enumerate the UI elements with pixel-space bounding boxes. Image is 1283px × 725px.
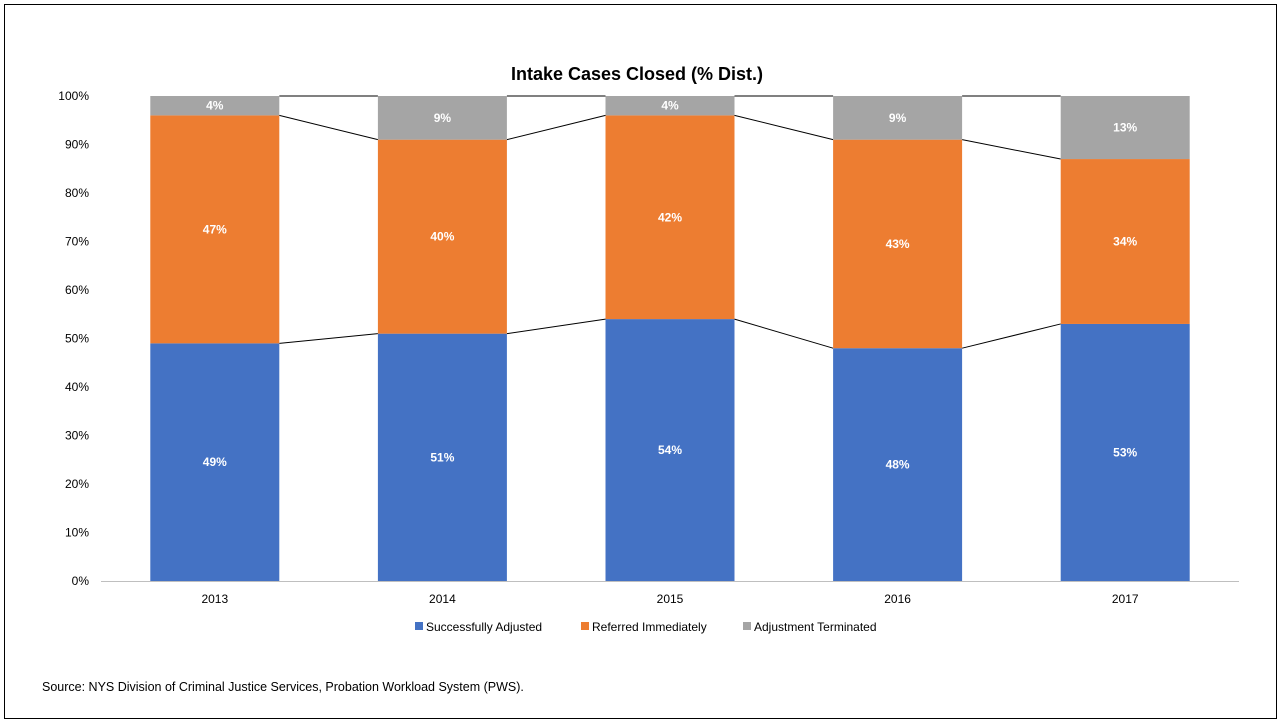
y-tick-label: 40% [65,380,89,394]
legend: Successfully Adjusted Referred Immediatel… [415,620,877,634]
bar-segment [605,319,735,581]
data-label: 51% [430,450,454,464]
plot-area: 0% 10% 20% 30% 40% 50% 60% 70% 80% 90% 100% 49% 47% 4… [58,89,1239,606]
legend-swatch [581,622,589,630]
chart-title: Intake Cases Closed (% Dist.) [511,64,763,84]
data-label: 4% [661,99,679,113]
bar-segment [1060,96,1190,160]
data-label: 48% [886,458,910,472]
data-label: 47% [203,222,227,236]
bar-segment [150,115,280,344]
series-line [506,114,606,141]
bar-segment [1060,323,1190,581]
x-tick-label: 2016 [884,592,911,606]
series-line [962,139,1061,160]
data-label: 42% [658,210,682,224]
y-tick-label: 80% [65,186,89,200]
bar-segment [605,96,735,116]
y-tick-label: 70% [65,235,89,249]
bar-segment [377,333,507,581]
data-label: 9% [434,111,452,125]
y-tick-label: 50% [65,332,89,346]
data-label: 54% [658,443,682,457]
x-tick-label: 2013 [201,592,228,606]
y-tick-label: 10% [65,526,89,540]
bar-segment [605,115,735,320]
legend-swatch [743,622,751,630]
chart-frame: Intake Cases Closed (% Dist.) 0% 10% 20% 30… [4,4,1277,719]
x-tick-label: 2014 [429,592,456,606]
legend-label: Successfully Adjusted [426,620,542,634]
data-label: 13% [1113,121,1137,135]
bar-segment [833,139,963,349]
series-line [279,114,379,141]
data-label: 34% [1113,235,1137,249]
data-label: 43% [886,237,910,251]
series-line [961,323,1061,349]
bar-segment [833,348,963,581]
data-label: 40% [430,230,454,244]
bar-segment [377,96,507,140]
y-tick-label: 90% [65,138,89,152]
data-label: 9% [889,111,907,125]
chart: Intake Cases Closed (% Dist.) 0% 10% 20% 30… [58,64,1239,634]
legend-label: Referred Immediately [592,620,707,634]
x-tick-label: 2017 [1112,592,1139,606]
bar-segment [833,96,963,140]
data-label: 53% [1113,445,1137,459]
y-tick-label: 0% [72,574,90,588]
y-tick-label: 30% [65,429,89,443]
series-line [734,114,834,141]
series-line [734,318,834,349]
legend-label: Adjustment Terminated [754,620,877,634]
series-line [506,318,606,335]
y-tick-label: 20% [65,477,89,491]
data-label: 49% [203,455,227,469]
y-tick-label: 100% [58,89,89,103]
series-line [279,333,378,344]
source-note: Source: NYS Division of Criminal Justice… [42,680,524,694]
bar-segment [150,96,280,116]
y-tick-label: 60% [65,283,89,297]
bar-segment [377,139,507,334]
legend-swatch [415,622,423,630]
bar-segment [1060,159,1190,324]
bar-segment [150,343,280,581]
x-tick-label: 2015 [657,592,684,606]
data-label: 4% [206,99,224,113]
